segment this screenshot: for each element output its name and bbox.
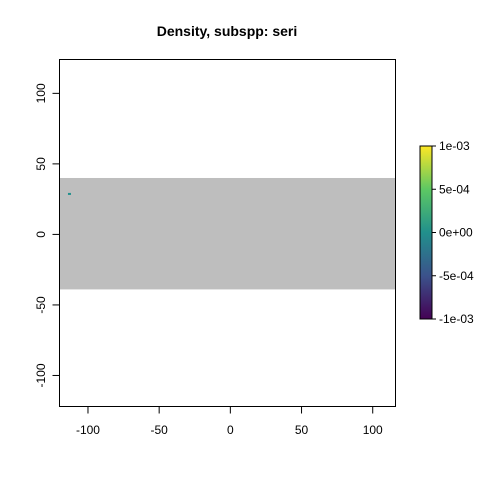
raster-cell	[67, 192, 71, 195]
y-tick-label: -100	[34, 363, 48, 387]
x-tick-label: 50	[295, 423, 309, 437]
colorbar-tick-label: -5e-04	[439, 269, 474, 283]
colorbar: 1e-03 5e-04 0e+00 -5e-04 -1e-03	[419, 139, 474, 326]
y-tick-label: -50	[34, 296, 48, 314]
y-tick-label: 100	[34, 83, 48, 103]
y-tick-label: 50	[34, 157, 48, 171]
x-tick-label: 0	[227, 423, 234, 437]
x-tick-label: -50	[150, 423, 168, 437]
y-tick-label: 0	[34, 231, 48, 238]
colorbar-tick-label: -1e-03	[439, 312, 474, 326]
x-axis: -100 -50 0 50 100	[76, 406, 383, 437]
chart-title: Density, subspp: seri	[157, 23, 298, 39]
x-tick-label: -100	[76, 423, 100, 437]
colorbar-tick-label: 5e-04	[439, 182, 470, 196]
colorbar-tick-label: 1e-03	[439, 139, 470, 153]
y-axis: -100 -50 0 50 100	[34, 83, 60, 387]
colorbar-tick-label: 0e+00	[439, 226, 473, 240]
colorbar-gradient	[419, 145, 433, 320]
raster-extent	[59, 177, 396, 290]
raster-cells	[67, 192, 71, 195]
colorbar-ticks: 1e-03 5e-04 0e+00 -5e-04 -1e-03	[432, 139, 474, 326]
x-tick-label: 100	[363, 423, 383, 437]
